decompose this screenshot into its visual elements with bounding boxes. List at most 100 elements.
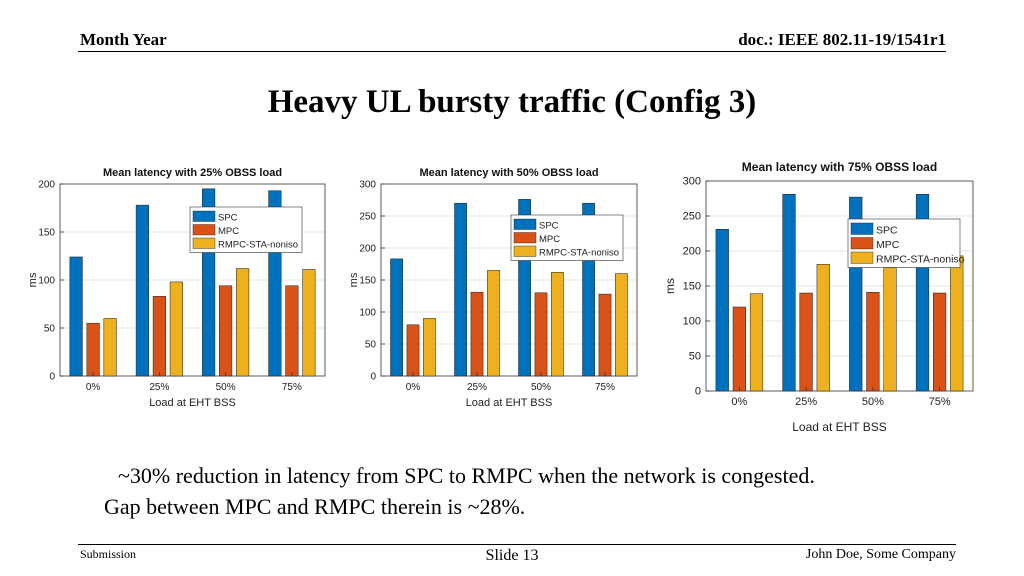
bar-mpc-75pct (598, 293, 612, 377)
header-doc-id: doc.: IEEE 802.11-19/1541r1 (738, 30, 946, 49)
x-tick-label: 50% (531, 382, 551, 393)
bar-rmpc-sta-noniso-75pct (615, 273, 628, 377)
x-tick-label: 50% (216, 382, 236, 393)
bar-mpc-75pct (933, 292, 947, 392)
x-tick-label: 0% (731, 396, 747, 408)
legend-label: RMPC-STA-noniso (876, 254, 965, 266)
y-tick-label: 200 (359, 244, 376, 255)
bar-mpc-75pct (285, 285, 299, 377)
plot-area (380, 183, 638, 377)
legend-label: SPC (539, 221, 559, 232)
bar-spc-0pct (69, 256, 83, 377)
x-tick-label: 25% (467, 382, 487, 393)
y-tick-label: 200 (38, 180, 55, 191)
y-tick-label: 150 (683, 281, 701, 293)
bar-spc-0pct (715, 229, 729, 392)
bar-spc-0pct (390, 258, 403, 377)
chart-obss-75: Mean latency with 75% OBSS load 0 50 100 150… (660, 155, 985, 435)
y-tick-label: 150 (38, 228, 55, 239)
bar-mpc-50pct (219, 285, 233, 377)
bar-mpc-0pct (732, 306, 746, 392)
bar-mpc-25pct (799, 292, 813, 392)
bar-rmpc-sta-noniso-0pct (749, 293, 764, 392)
legend-swatch (192, 210, 216, 222)
caption-line-1: ~30% reduction in latency from SPC to RM… (118, 463, 815, 488)
y-tick-label: 150 (359, 276, 376, 287)
chart-svg: Mean latency with 25% OBSS load 0 50 100 150… (30, 167, 326, 409)
plot-area (705, 180, 974, 392)
x-axis-label: Load at EHT BSS (149, 397, 236, 409)
bar-rmpc-sta-noniso-25pct (487, 270, 500, 377)
x-tick-label: 0% (86, 382, 101, 393)
plot-area (59, 183, 326, 377)
footer-submission: Submission (80, 547, 137, 561)
legend-swatch (192, 224, 216, 236)
y-tick-label: 0 (370, 372, 376, 383)
bar-rmpc-sta-noniso-50pct (551, 272, 564, 377)
y-tick-label: 50 (365, 340, 377, 351)
chart-title: Mean latency with 50% OBSS load (419, 167, 598, 179)
bar-rmpc-sta-noniso-75pct (302, 269, 316, 377)
chart-title: Mean latency with 25% OBSS load (103, 167, 282, 179)
chart-svg: Mean latency with 50% OBSS load 0 50 100 150… (348, 167, 638, 409)
legend-swatch (850, 251, 874, 264)
bar-rmpc-sta-noniso-75pct (950, 255, 964, 392)
bar-spc-25pct (782, 194, 796, 392)
chart-obss-50: Mean latency with 50% OBSS load 0 50 100 150… (345, 160, 645, 410)
legend-label: MPC (539, 234, 560, 245)
footer-slide-number: Slide 13 (485, 547, 539, 564)
bar-rmpc-sta-noniso-0pct (103, 318, 117, 377)
legend-swatch (192, 237, 216, 249)
header-date: Month Year (80, 30, 167, 49)
bar-rmpc-sta-noniso-25pct (169, 281, 183, 377)
y-tick-label: 50 (44, 324, 56, 335)
y-tick-label: 100 (38, 276, 55, 287)
bar-mpc-0pct (86, 322, 100, 377)
y-axis-label: ms (348, 272, 360, 287)
y-tick-label: 100 (359, 308, 376, 319)
x-tick-label: 75% (929, 396, 951, 408)
x-tick-label: 0% (406, 382, 421, 393)
legend-label: SPC (218, 213, 238, 224)
bar-mpc-25pct (152, 296, 166, 377)
bar-rmpc-sta-noniso-0pct (423, 318, 436, 377)
legend-label: RMPC-STA-noniso (539, 248, 619, 259)
footer-author: John Doe, Some Company (805, 547, 956, 562)
bar-rmpc-sta-noniso-50pct (883, 267, 897, 392)
x-tick-label: 25% (149, 382, 169, 393)
slide-caption: ~30% reduction in latency from SPC to RM… (104, 460, 964, 522)
y-tick-label: 250 (683, 211, 701, 223)
y-axis-label: ms (663, 278, 677, 294)
bar-rmpc-sta-noniso-50pct (236, 268, 250, 377)
x-tick-label: 50% (862, 396, 884, 408)
chart-obss-25: Mean latency with 25% OBSS load 0 50 100 150… (30, 160, 335, 410)
bar-mpc-25pct (470, 291, 484, 377)
bar-mpc-50pct (866, 292, 880, 392)
y-tick-label: 300 (359, 180, 376, 191)
y-tick-label: 0 (695, 386, 701, 398)
header-divider (78, 51, 946, 52)
legend-label: MPC (876, 239, 900, 251)
caption-line-2: Gap between MPC and RMPC therein is ~28%… (104, 494, 526, 519)
y-tick-label: 50 (689, 351, 701, 363)
chart-legend: SPC MPC RMPC-STA-noniso (847, 218, 965, 268)
y-tick-label: 100 (683, 316, 701, 328)
legend-label: RMPC-STA-noniso (218, 240, 298, 251)
chart-title: Mean latency with 75% OBSS load (742, 160, 937, 174)
x-tick-label: 25% (795, 396, 817, 408)
legend-swatch (513, 218, 537, 230)
y-tick-label: 200 (683, 246, 701, 258)
bar-mpc-50pct (534, 292, 548, 377)
legend-swatch (850, 237, 874, 250)
legend-swatch (850, 222, 874, 235)
legend-swatch (513, 232, 537, 244)
y-tick-label: 0 (49, 372, 55, 383)
legend-label: SPC (876, 225, 898, 237)
bar-rmpc-sta-noniso-25pct (816, 264, 830, 392)
y-tick-label: 300 (683, 176, 701, 188)
footer-divider (78, 544, 956, 545)
x-axis-label: Load at EHT BSS (792, 420, 887, 434)
legend-swatch (513, 245, 537, 257)
slide-title: Heavy UL bursty traffic (Config 3) (267, 84, 757, 120)
y-tick-label: 250 (359, 212, 376, 223)
